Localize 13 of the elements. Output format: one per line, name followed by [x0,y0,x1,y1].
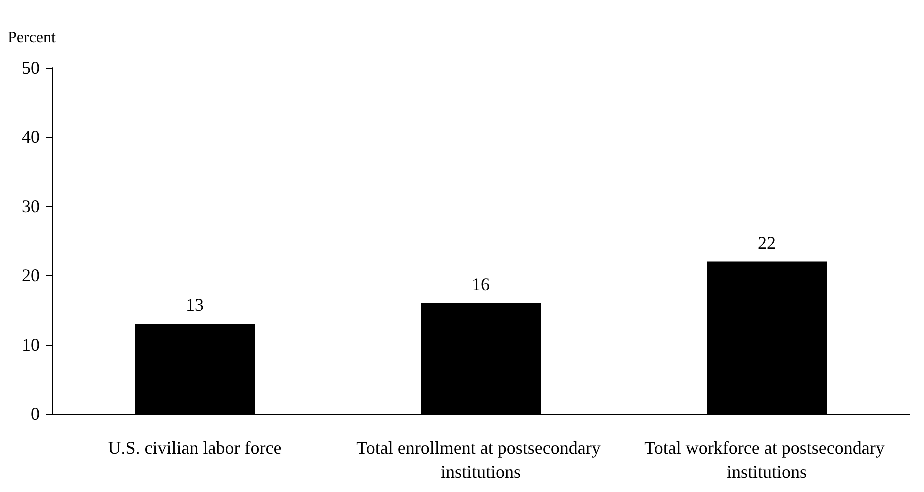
data-label: 22 [758,232,776,253]
x-tick-label: U.S. civilian labor force [108,438,282,458]
y-tick-label: 20 [22,266,40,286]
x-tick-label: Total enrollment at postsecondary institutions [356,438,606,482]
data-label: 16 [472,274,490,294]
x-tick-label: Total workforce at postsecondary institutions [644,438,890,482]
y-tick-label: 30 [22,196,40,216]
y-tick-label: 50 [22,58,40,78]
data-label: 13 [186,295,204,316]
y-axis-title: Percent [8,30,57,46]
y-tick-label: 40 [22,127,40,148]
y-tick-label: 10 [22,334,40,355]
y-tick-label: 0 [31,404,40,424]
